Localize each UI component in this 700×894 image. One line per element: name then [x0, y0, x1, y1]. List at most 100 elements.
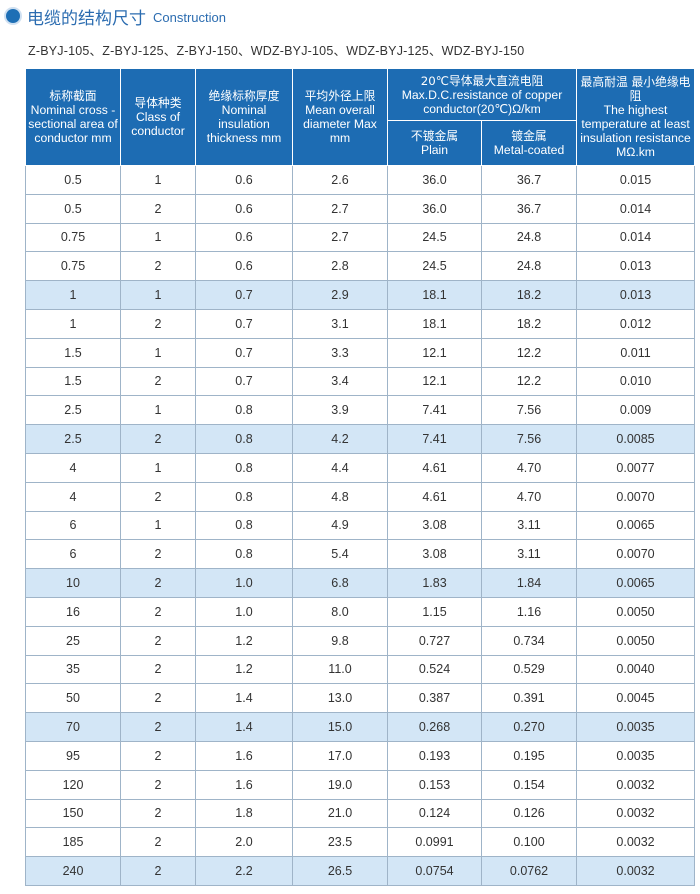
header-dc-resistance-en: Max.D.C.resistance of copper conductor(2…	[401, 87, 563, 116]
header-conductor-class-cn: 导体种类	[134, 96, 182, 110]
cell-class: 1	[120, 222, 196, 253]
cell-diameter: 4.2	[292, 424, 388, 454]
header-conductor-class-en: Class of conductor	[131, 110, 185, 138]
cell-class: 1	[120, 280, 196, 310]
table-row: 2.5 1 0.8 3.9 7.41 7.56 0.009	[25, 395, 696, 426]
cell-class: 2	[120, 740, 196, 771]
cell-resist: 0.013	[576, 251, 696, 282]
header-overall-diameter: 平均外径上限 Mean overall diameter Max mm	[292, 68, 388, 166]
cell-insulation: 0.8	[195, 395, 293, 426]
table-row: 70 2 1.4 15.0 0.268 0.270 0.0035	[25, 712, 696, 742]
cell-class: 2	[120, 712, 196, 742]
cell-class: 2	[120, 769, 196, 800]
cell-resist: 0.012	[576, 308, 696, 339]
cell-coated: 24.8	[480, 222, 578, 253]
cell-resist: 0.0032	[576, 798, 696, 829]
cell-insulation: 1.4	[195, 712, 293, 742]
cell-diameter: 8.0	[292, 596, 388, 627]
cell-resist: 0.013	[576, 280, 696, 310]
cell-insulation: 0.6	[195, 251, 293, 282]
cell-area: 2.5	[25, 395, 121, 426]
cell-insulation: 0.8	[195, 481, 293, 512]
cell-area: 4	[25, 481, 121, 512]
cell-class: 2	[120, 798, 196, 829]
cell-area: 70	[25, 712, 121, 742]
cell-diameter: 5.4	[292, 539, 388, 570]
cell-plain: 3.08	[387, 510, 482, 541]
cell-diameter: 11.0	[292, 654, 388, 685]
cell-insulation: 1.6	[195, 740, 293, 771]
cell-plain: 0.387	[387, 683, 482, 714]
cell-class: 1	[120, 337, 196, 368]
cell-resist: 0.015	[576, 165, 696, 195]
section-title-cn: 电缆的结构尺寸	[27, 8, 146, 29]
cell-coated: 3.11	[480, 539, 578, 570]
header-insulation-resistance-en: The highest temperature at least insulat…	[580, 103, 691, 159]
cell-plain: 0.193	[387, 740, 482, 771]
table-row: 25 2 1.2 9.8 0.727 0.734 0.0050	[25, 625, 696, 656]
cell-resist: 0.0065	[576, 510, 696, 541]
table-row: 1.5 1 0.7 3.3 12.1 12.2 0.011	[25, 337, 696, 368]
cell-insulation: 0.6	[195, 165, 293, 195]
cell-diameter: 21.0	[292, 798, 388, 829]
cell-diameter: 15.0	[292, 712, 388, 742]
table-row: 120 2 1.6 19.0 0.153 0.154 0.0032	[25, 769, 696, 800]
cell-class: 2	[120, 827, 196, 858]
cell-insulation: 0.7	[195, 337, 293, 368]
cell-insulation: 1.0	[195, 596, 293, 627]
table-row: 2.5 2 0.8 4.2 7.41 7.56 0.0085	[25, 424, 696, 454]
cell-plain: 36.0	[387, 165, 482, 195]
cell-coated: 4.70	[480, 452, 578, 483]
cell-insulation: 0.6	[195, 222, 293, 253]
cell-resist: 0.0035	[576, 712, 696, 742]
table-row: 240 2 2.2 26.5 0.0754 0.0762 0.0032	[25, 856, 696, 886]
cell-insulation: 0.7	[195, 308, 293, 339]
table-row: 4 1 0.8 4.4 4.61 4.70 0.0077	[25, 452, 696, 483]
section-heading: 电缆的结构尺寸 Construction	[6, 4, 226, 29]
cell-diameter: 19.0	[292, 769, 388, 800]
cell-plain: 1.83	[387, 568, 482, 598]
cell-resist: 0.011	[576, 337, 696, 368]
cell-insulation: 2.2	[195, 856, 293, 886]
table-row: 0.5 2 0.6 2.7 36.0 36.7 0.014	[25, 193, 696, 224]
cell-diameter: 26.5	[292, 856, 388, 886]
cell-plain: 7.41	[387, 395, 482, 426]
header-insulation-thickness: 绝缘标称厚度 Nominal insulation thickness mm	[195, 68, 293, 166]
cell-insulation: 1.8	[195, 798, 293, 829]
cell-insulation: 0.8	[195, 539, 293, 570]
cell-area: 0.5	[25, 165, 121, 195]
cell-plain: 3.08	[387, 539, 482, 570]
cell-insulation: 0.6	[195, 193, 293, 224]
table-row: 1 1 0.7 2.9 18.1 18.2 0.013	[25, 280, 696, 310]
cell-insulation: 2.0	[195, 827, 293, 858]
cell-coated: 12.2	[480, 337, 578, 368]
cell-plain: 0.727	[387, 625, 482, 656]
cell-insulation: 1.2	[195, 654, 293, 685]
cell-area: 1.5	[25, 337, 121, 368]
cell-plain: 24.5	[387, 222, 482, 253]
cell-plain: 36.0	[387, 193, 482, 224]
cell-coated: 0.391	[480, 683, 578, 714]
cell-coated: 18.2	[480, 280, 578, 310]
cell-plain: 4.61	[387, 481, 482, 512]
table-row: 1.5 2 0.7 3.4 12.1 12.2 0.010	[25, 366, 696, 397]
cell-resist: 0.0070	[576, 481, 696, 512]
header-plain-en: Plain	[420, 143, 449, 158]
cell-coated: 1.16	[480, 596, 578, 627]
header-nominal-area: 标称截面 Nominal cross -sectional area of co…	[25, 68, 121, 166]
cell-class: 1	[120, 452, 196, 483]
cell-area: 240	[25, 856, 121, 886]
cell-resist: 0.0050	[576, 625, 696, 656]
cell-coated: 0.0762	[480, 856, 578, 886]
cell-insulation: 1.2	[195, 625, 293, 656]
cell-resist: 0.0050	[576, 596, 696, 627]
cell-coated: 0.195	[480, 740, 578, 771]
cell-class: 1	[120, 395, 196, 426]
table-row: 0.75 2 0.6 2.8 24.5 24.8 0.013	[25, 251, 696, 282]
table-row: 0.75 1 0.6 2.7 24.5 24.8 0.014	[25, 222, 696, 253]
cell-coated: 0.154	[480, 769, 578, 800]
cell-coated: 3.11	[480, 510, 578, 541]
header-nominal-area-cn: 标称截面	[49, 89, 97, 103]
cell-diameter: 9.8	[292, 625, 388, 656]
cell-resist: 0.0035	[576, 740, 696, 771]
